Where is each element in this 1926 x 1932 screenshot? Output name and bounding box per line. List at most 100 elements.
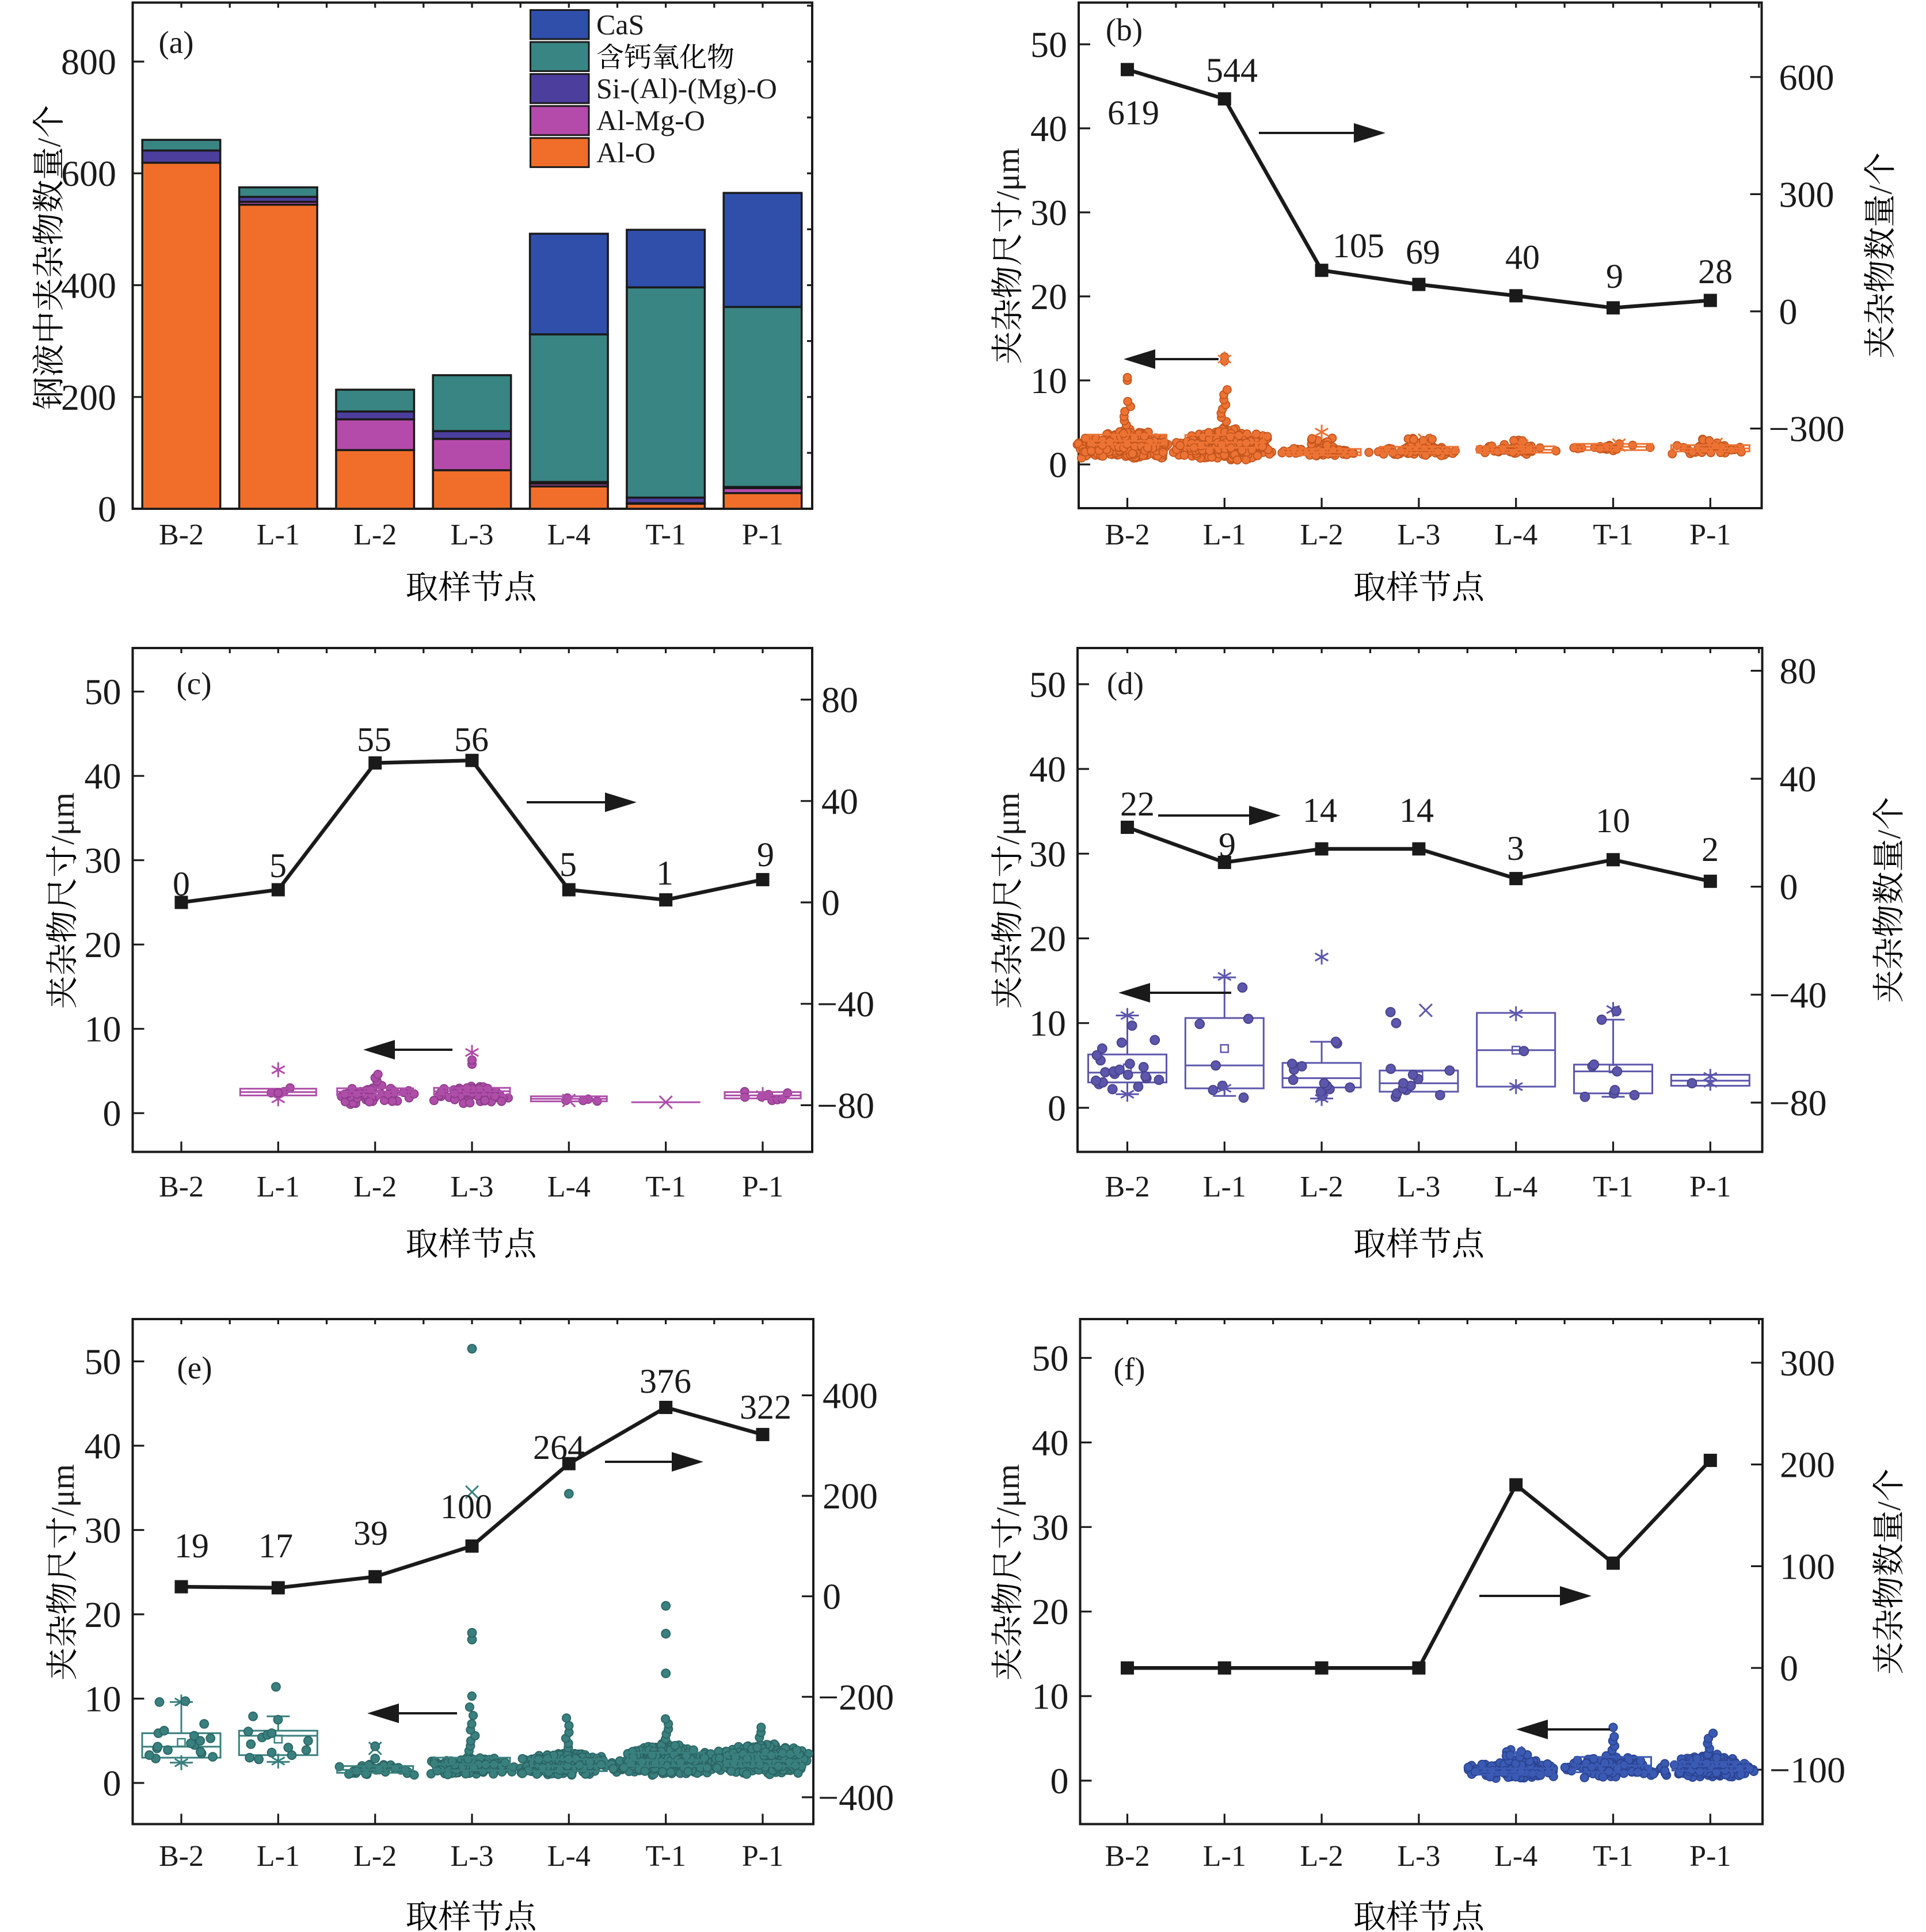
svg-text:600: 600: [1779, 57, 1834, 98]
svg-text:L-4: L-4: [1494, 1840, 1537, 1873]
svg-text:T-1: T-1: [1593, 1171, 1633, 1203]
svg-text:L-2: L-2: [353, 1840, 397, 1873]
svg-text:40: 40: [1030, 108, 1067, 149]
svg-text:−400: −400: [818, 1777, 894, 1818]
svg-text:400: 400: [823, 1375, 878, 1416]
svg-text:/: /: [1871, 830, 1908, 839]
svg-text:0: 0: [821, 882, 840, 923]
svg-text:300: 300: [1779, 174, 1834, 215]
svg-text:/μm: /μm: [990, 1464, 1026, 1516]
svg-text:322: 322: [740, 1388, 791, 1426]
svg-text:(e): (e): [177, 1350, 212, 1385]
svg-text:40: 40: [1029, 749, 1066, 790]
svg-text:0: 0: [103, 1763, 121, 1804]
svg-text:39: 39: [353, 1514, 388, 1552]
svg-text:0: 0: [98, 489, 116, 529]
svg-text:L-3: L-3: [1397, 519, 1440, 551]
svg-text:L-4: L-4: [1494, 519, 1537, 551]
svg-text:B-2: B-2: [159, 1171, 204, 1203]
svg-text:0: 0: [1048, 1088, 1066, 1129]
svg-text:30: 30: [1030, 192, 1067, 233]
svg-text:56: 56: [454, 721, 489, 759]
svg-text:264: 264: [533, 1428, 585, 1466]
svg-text:L-2: L-2: [353, 519, 397, 551]
svg-text:−300: −300: [1769, 409, 1845, 449]
svg-text:−80: −80: [817, 1085, 874, 1126]
svg-text:376: 376: [640, 1362, 691, 1400]
svg-text:T-1: T-1: [1593, 519, 1633, 551]
svg-text:L-1: L-1: [1203, 1840, 1246, 1873]
svg-text:(d): (d): [1107, 666, 1144, 701]
svg-text:L-4: L-4: [547, 1171, 591, 1203]
svg-text:T-1: T-1: [1593, 1840, 1633, 1873]
svg-text:−40: −40: [817, 984, 874, 1024]
svg-text:T-1: T-1: [646, 1840, 686, 1873]
svg-text:−200: −200: [818, 1676, 894, 1717]
svg-text:L-2: L-2: [353, 1171, 397, 1203]
svg-text:22: 22: [1120, 785, 1155, 823]
svg-text:L-4: L-4: [547, 1840, 591, 1873]
svg-text:−80: −80: [1769, 1083, 1827, 1123]
svg-text:P-1: P-1: [1689, 519, 1731, 551]
svg-text:L-2: L-2: [1300, 519, 1343, 551]
svg-text:17: 17: [258, 1527, 293, 1565]
svg-text:(c): (c): [176, 666, 211, 701]
svg-text:P-1: P-1: [742, 1171, 783, 1203]
svg-text:30: 30: [85, 840, 121, 881]
svg-text:L-1: L-1: [257, 1171, 300, 1203]
svg-text:L-3: L-3: [450, 519, 493, 551]
svg-text:105: 105: [1333, 227, 1384, 265]
svg-text:544: 544: [1206, 51, 1258, 89]
svg-text:L-4: L-4: [1494, 1171, 1537, 1203]
svg-text:/: /: [1871, 1502, 1908, 1511]
svg-text:P-1: P-1: [742, 1840, 783, 1873]
svg-text:Si-(Al)-(Mg)-O: Si-(Al)-(Mg)-O: [596, 73, 777, 105]
svg-text:L-1: L-1: [1203, 1171, 1246, 1203]
svg-text:0: 0: [1779, 291, 1798, 332]
svg-text:L-2: L-2: [1300, 1840, 1343, 1873]
svg-text:B-2: B-2: [159, 1840, 204, 1873]
svg-text:50: 50: [85, 1342, 121, 1382]
svg-text:Al-Mg-O: Al-Mg-O: [596, 104, 705, 136]
svg-text:50: 50: [1029, 664, 1066, 705]
svg-text:L-4: L-4: [547, 519, 591, 551]
svg-text:10: 10: [85, 1009, 121, 1050]
svg-text:10: 10: [1596, 802, 1630, 840]
svg-text:20: 20: [1030, 276, 1067, 317]
svg-text:20: 20: [1029, 919, 1066, 959]
svg-text:/μm: /μm: [990, 148, 1026, 200]
svg-text:619: 619: [1107, 94, 1159, 132]
svg-text:9: 9: [1606, 257, 1623, 295]
svg-text:(f): (f): [1114, 1351, 1145, 1386]
svg-text:−40: −40: [1769, 974, 1827, 1015]
svg-text:0: 0: [1050, 1760, 1069, 1801]
svg-text:200: 200: [61, 377, 116, 418]
svg-text:0: 0: [103, 1093, 121, 1134]
svg-text:10: 10: [1030, 360, 1067, 401]
svg-text:/μm: /μm: [990, 792, 1026, 845]
svg-text:/μm: /μm: [45, 792, 81, 845]
svg-text:300: 300: [1780, 1343, 1835, 1384]
svg-text:P-1: P-1: [742, 519, 783, 551]
svg-text:40: 40: [85, 756, 121, 797]
svg-text:40: 40: [1032, 1422, 1069, 1463]
svg-text:800: 800: [61, 41, 116, 82]
svg-text:L-3: L-3: [1397, 1171, 1440, 1203]
svg-text:40: 40: [85, 1426, 121, 1466]
svg-text:19: 19: [174, 1527, 209, 1565]
svg-text:/μm: /μm: [45, 1464, 81, 1516]
svg-text:14: 14: [1399, 791, 1434, 829]
svg-text:−100: −100: [1769, 1750, 1845, 1790]
svg-text:0: 0: [1049, 444, 1067, 485]
svg-text:B-2: B-2: [1105, 1840, 1150, 1873]
svg-text:B-2: B-2: [1105, 519, 1150, 551]
svg-text:28: 28: [1698, 253, 1733, 291]
svg-text:30: 30: [85, 1510, 121, 1551]
svg-text:/: /: [1863, 185, 1899, 195]
svg-text:0: 0: [1780, 867, 1798, 908]
svg-text:69: 69: [1406, 233, 1440, 271]
svg-text:0: 0: [173, 865, 190, 903]
svg-text:5: 5: [269, 847, 287, 885]
svg-text:200: 200: [1780, 1445, 1835, 1485]
svg-text:B-2: B-2: [1105, 1171, 1150, 1203]
